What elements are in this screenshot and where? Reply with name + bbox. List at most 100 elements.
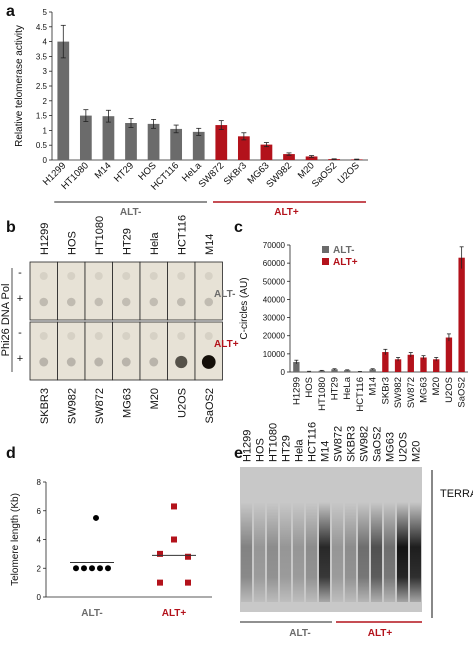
dot-minus — [122, 272, 131, 280]
lane-label-top: H1299 — [39, 223, 51, 255]
y-axis-title-a: Relative telomerase activity — [14, 25, 25, 147]
panel-label-c: c — [234, 219, 243, 236]
x-tick-label-c: H1299 — [291, 377, 302, 405]
group-label-alt-plus-b: ALT+ — [214, 339, 239, 350]
membrane-cell — [84, 321, 113, 381]
x-tick-label-c: SW982 — [393, 377, 404, 408]
y-tick-label-c: 50000 — [263, 277, 286, 286]
bar-c — [458, 257, 465, 372]
lane-label-e: Hela — [294, 438, 306, 462]
row-sign: - — [18, 267, 22, 279]
bar-a — [125, 123, 137, 160]
y-axis-title-d: Telomere length (Kb) — [10, 493, 21, 586]
dot-plus — [149, 297, 158, 307]
point-alt-plus — [185, 553, 191, 560]
dot-plus — [66, 357, 76, 367]
y-tick-label-c: 30000 — [263, 314, 286, 323]
y-tick-label-a: 1 — [43, 126, 48, 135]
dot-plus — [122, 297, 131, 307]
membrane-cell — [29, 321, 58, 381]
dot-plus — [149, 357, 159, 367]
dot-plus — [176, 297, 186, 307]
bar-c — [318, 370, 325, 372]
membrane-cell — [194, 321, 223, 381]
point-alt-plus — [185, 579, 191, 586]
membrane-cell — [84, 261, 113, 321]
x-category-alt-plus-d: ALT+ — [162, 608, 187, 619]
point-alt-minus — [81, 565, 87, 572]
y-tick-label-d: 2 — [37, 564, 42, 573]
membrane-cell — [167, 321, 196, 381]
lane-label-e: HOS — [255, 438, 267, 462]
bar-a — [283, 154, 295, 160]
dot-minus — [149, 272, 158, 280]
legend-label-c: ALT+ — [333, 257, 358, 268]
dot-plus — [39, 297, 49, 307]
membrane-cell — [112, 261, 141, 321]
lane-label-e: U2OS — [398, 432, 410, 462]
x-tick-label-a: M14 — [93, 160, 114, 181]
y-tick-label-a: 2.5 — [36, 82, 48, 91]
y-tick-label-c: 0 — [281, 368, 286, 377]
lane-label-top: Hela — [149, 231, 161, 255]
gel-lane-smear — [410, 502, 421, 602]
gel-lane-smear — [280, 502, 291, 602]
dot-minus — [67, 272, 76, 280]
bar-a — [79, 115, 92, 160]
panel-label-a: a — [6, 3, 15, 20]
bar-c — [305, 371, 313, 372]
dot-minus — [39, 332, 48, 340]
legend-swatch-c — [322, 246, 329, 253]
membrane-cell — [139, 261, 168, 321]
y-tick-label-a: 1.5 — [36, 112, 48, 121]
bar-c — [407, 354, 414, 372]
dot-plus — [201, 355, 216, 369]
legend-swatch-c — [322, 258, 329, 265]
dot-plus — [39, 357, 49, 367]
dot-minus — [177, 332, 186, 340]
bar-a — [215, 125, 228, 160]
panel-a-telomerase-chart: 0 0.5 1 1.5 2 2.5 3 3.5 4 4.5 5 Relative telomerase… — [14, 8, 368, 218]
y-tick-label-d: 0 — [37, 593, 42, 602]
dot-plus — [204, 297, 214, 307]
x-tick-label-a: SaOS2 — [310, 160, 339, 189]
membrane-cell — [194, 261, 223, 321]
lane-label-e: SW872 — [333, 426, 345, 462]
panel-label-e: e — [234, 445, 243, 462]
dot-minus — [39, 272, 48, 280]
lane-label-bottom: U2OS — [176, 388, 188, 418]
dot-plus — [175, 355, 188, 369]
legend-label-c: ALT- — [333, 245, 354, 256]
y-tick-label-a: 2 — [43, 97, 48, 106]
lane-label-bottom: SaOS2 — [204, 388, 216, 423]
x-tick-label-c: HOS — [304, 377, 315, 398]
y-tick-label-d: 6 — [37, 507, 42, 516]
x-category-alt-minus-d: ALT- — [81, 608, 102, 619]
dot-minus — [149, 332, 158, 340]
lane-label-e: H1299 — [242, 430, 254, 462]
gel-lane-smear — [267, 502, 278, 602]
bar-c — [369, 369, 376, 372]
point-alt-minus — [93, 514, 99, 521]
y-tick-label-a: 3.5 — [36, 52, 48, 61]
dot-minus — [204, 332, 213, 340]
x-tick-label-c: HT29 — [330, 377, 341, 400]
membrane-cell — [57, 321, 86, 381]
gel-lane-smear — [293, 502, 304, 602]
membrane-cell — [29, 261, 58, 321]
gel-lane-smear — [241, 502, 252, 602]
dot-plus — [66, 297, 76, 307]
y-tick-label-c: 60000 — [263, 259, 286, 268]
group-label-alt-minus-a: ALT- — [120, 207, 141, 218]
gel-lane-smear — [254, 502, 265, 602]
lane-label-top: HT29 — [121, 228, 133, 255]
row-sign: + — [17, 353, 23, 365]
panel-b-dot-blot: H1299 HOS HT1080 HT29 Hela HCT116 M14 SKBR3 SW98… — [0, 215, 239, 424]
gel-lane-smear — [332, 502, 343, 602]
bar-a — [57, 41, 70, 160]
x-tick-label-c: U2OS — [444, 377, 455, 403]
dot-plus — [94, 297, 103, 307]
x-tick-label-c: M20 — [431, 377, 442, 395]
